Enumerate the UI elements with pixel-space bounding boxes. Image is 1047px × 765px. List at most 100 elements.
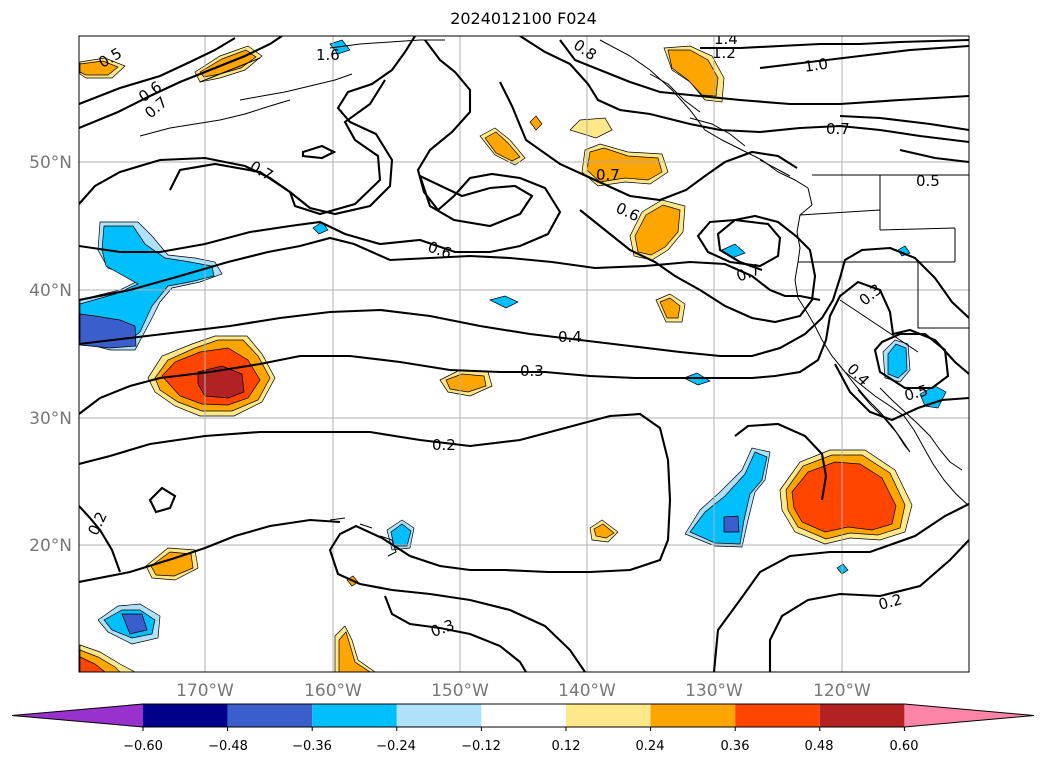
contour-line bbox=[519, 36, 969, 144]
lat-label: 30°N bbox=[29, 409, 72, 429]
contour-line bbox=[148, 486, 177, 514]
map-frame bbox=[78, 35, 970, 673]
contour-line bbox=[734, 422, 828, 501]
contour-line bbox=[79, 36, 283, 129]
colorbar-ticks bbox=[142, 727, 905, 731]
colorbar-swatch bbox=[904, 704, 1034, 727]
lon-label: 140°W bbox=[558, 681, 616, 701]
state-borders bbox=[798, 209, 956, 353]
contour-line bbox=[834, 332, 969, 422]
colorbar-swatch bbox=[12, 704, 143, 727]
colorbar-swatch bbox=[481, 704, 566, 727]
lat-label: 20°N bbox=[29, 536, 72, 556]
colorbar-tick-label: 0.24 bbox=[636, 739, 665, 754]
contour-label: 0.4 bbox=[558, 328, 582, 346]
positive-area bbox=[150, 551, 194, 577]
positive-area bbox=[634, 204, 681, 256]
longitude-labels: 170°W 160°W 150°W 140°W 130°W 120°W bbox=[176, 681, 871, 701]
positive-area bbox=[659, 297, 681, 319]
contour-line bbox=[579, 209, 817, 324]
contour-line bbox=[79, 518, 341, 584]
positive-area bbox=[197, 365, 245, 399]
contour-line bbox=[79, 79, 821, 302]
positive-area bbox=[445, 373, 487, 393]
contour-line bbox=[79, 505, 121, 573]
positive-area bbox=[593, 523, 615, 539]
contour-label: 0.5 bbox=[916, 172, 940, 190]
contour-label: 0.7 bbox=[596, 166, 620, 184]
positive-area bbox=[529, 115, 543, 131]
colorbar: −0.60 −0.48 −0.36 −0.24 −0.12 0.12 0.24 … bbox=[11, 703, 1035, 754]
negative-area bbox=[121, 613, 148, 635]
contour-line bbox=[384, 595, 527, 672]
colorbar-tick-label: −0.24 bbox=[376, 739, 416, 754]
contour-label: 0.7 bbox=[826, 120, 850, 138]
negative-area bbox=[689, 451, 768, 545]
colorbar-swatch bbox=[566, 704, 651, 727]
contour-lines bbox=[79, 36, 969, 672]
colorbar-swatch bbox=[227, 704, 313, 727]
contour-line bbox=[712, 503, 969, 672]
positive-area bbox=[484, 131, 521, 162]
gulf-of-california bbox=[879, 387, 963, 471]
colorbar-tick-label: 0.60 bbox=[890, 739, 919, 754]
lon-label: 130°W bbox=[685, 681, 743, 701]
positive-area bbox=[79, 656, 106, 672]
colorbar-tick-label: 0.48 bbox=[805, 739, 834, 754]
contour-label: 0.3 bbox=[520, 362, 544, 380]
positive-area bbox=[79, 60, 119, 76]
contour-line bbox=[79, 412, 672, 672]
gridlines bbox=[79, 36, 969, 672]
contour-line bbox=[696, 218, 782, 268]
contour-line bbox=[759, 44, 969, 70]
map-panel: 0.5 0.6 0.7 1.6 0.8 1.4 1.2 1.0 0.7 0.7 … bbox=[79, 30, 969, 672]
contour-line bbox=[301, 144, 337, 160]
contour-label: 0.5 bbox=[902, 381, 930, 405]
colorbar-swatches bbox=[11, 703, 1035, 728]
colorbar-tick-label: −0.12 bbox=[461, 739, 501, 754]
alaska-coast bbox=[139, 39, 809, 189]
contour-label: 1.4 bbox=[714, 30, 738, 48]
contour-line bbox=[499, 81, 798, 202]
contour-line bbox=[79, 39, 562, 254]
us-canada-border bbox=[812, 174, 969, 329]
contour-line bbox=[418, 173, 534, 228]
colorbar-swatch bbox=[396, 704, 482, 727]
contour-line bbox=[79, 37, 236, 105]
positive-area bbox=[569, 117, 613, 139]
lon-label: 120°W bbox=[813, 681, 871, 701]
negative-area bbox=[887, 343, 908, 379]
lon-label: 170°W bbox=[176, 681, 234, 701]
colorbar-tick-label: −0.36 bbox=[292, 739, 332, 754]
lon-label: 150°W bbox=[431, 681, 489, 701]
positive-area bbox=[667, 49, 719, 97]
lat-label: 50°N bbox=[29, 153, 72, 173]
contour-line bbox=[79, 36, 416, 216]
negative-area bbox=[723, 515, 740, 533]
contour-line bbox=[79, 280, 969, 415]
positive-area bbox=[791, 461, 897, 533]
contour-line bbox=[79, 246, 969, 358]
positive-area bbox=[338, 631, 371, 672]
contour-label: 1.2 bbox=[712, 44, 736, 62]
colorbar-swatch bbox=[819, 704, 905, 727]
colorbar-labels: −0.60 −0.48 −0.36 −0.24 −0.12 0.12 0.24 … bbox=[123, 739, 918, 754]
colorbar-swatch bbox=[650, 704, 736, 727]
contour-label: 1.6 bbox=[316, 46, 340, 64]
positive-area bbox=[586, 147, 663, 183]
colorbar-tick-label: −0.48 bbox=[208, 739, 248, 754]
lon-label: 160°W bbox=[304, 681, 362, 701]
colorbar-swatch bbox=[143, 704, 228, 727]
contour-line bbox=[559, 39, 969, 106]
colorbar-tick-label: 0.12 bbox=[552, 739, 581, 754]
negative-area bbox=[489, 295, 519, 309]
colorbar-swatch bbox=[312, 704, 397, 727]
contour-label: 1.0 bbox=[803, 55, 829, 76]
latitude-labels: 50°N 40°N 30°N 20°N bbox=[29, 153, 72, 556]
lat-label: 40°N bbox=[29, 281, 72, 301]
contour-line bbox=[768, 539, 969, 672]
colorbar-tick-label: 0.36 bbox=[721, 739, 750, 754]
colorbar-tick-label: −0.60 bbox=[123, 739, 163, 754]
north-america-west-coast bbox=[794, 187, 969, 506]
